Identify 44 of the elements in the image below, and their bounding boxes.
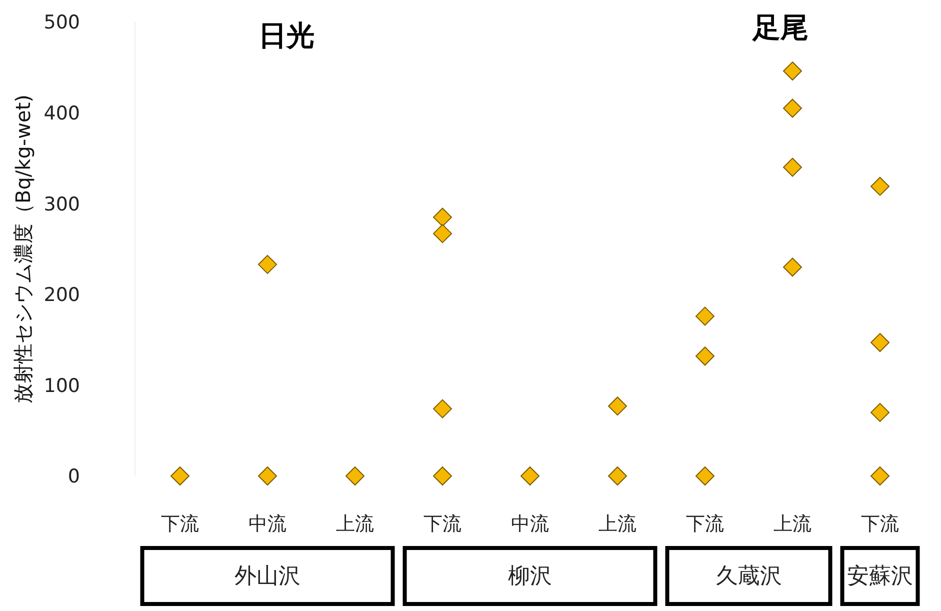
point (870, 333, 890, 352)
annotation: 日光 (258, 19, 314, 52)
point (346, 466, 364, 486)
point (258, 466, 277, 486)
point (433, 208, 452, 227)
point (433, 224, 452, 244)
text: 久蔵沢 (716, 564, 782, 589)
point (696, 466, 714, 486)
x-tick-label: 下流 (686, 513, 724, 535)
x-tick-label: 中流 (511, 513, 549, 535)
point (170, 466, 190, 486)
point (783, 258, 802, 277)
text: 安蘇沢 (847, 564, 913, 589)
x-tick-label: 中流 (248, 513, 286, 535)
y-tick-label: 400 (44, 102, 80, 124)
y-tick-label: 300 (44, 193, 80, 216)
point (520, 466, 540, 486)
x-tick-label: 上流 (598, 513, 636, 535)
point (433, 466, 452, 486)
x-tick-label: 上流 (336, 513, 374, 535)
point (783, 98, 802, 118)
x-tick-label: 下流 (861, 513, 899, 535)
point (696, 306, 714, 326)
y-tick-label: 0 (68, 466, 80, 488)
point (608, 466, 627, 486)
y-tick-label: 200 (44, 284, 80, 306)
x-tick-label: 上流 (774, 513, 812, 535)
point (783, 62, 802, 81)
point (870, 402, 890, 422)
point (608, 396, 627, 416)
y-tick-label: 100 (44, 374, 80, 397)
point (258, 254, 277, 274)
point (783, 158, 802, 177)
point (870, 176, 890, 196)
x-tick-label: 下流 (424, 513, 462, 535)
point (433, 399, 452, 418)
y-axis-title: 放射性セシウム濃度（Bq/kg-wet) (11, 94, 35, 404)
y-tick-label: 500 (44, 12, 80, 34)
annotation: 足尾 (752, 11, 808, 44)
point (696, 346, 714, 366)
text: 外山沢 (234, 564, 300, 589)
x-tick-label: 下流 (161, 513, 199, 535)
point (870, 466, 890, 486)
text: 柳沢 (508, 564, 552, 589)
